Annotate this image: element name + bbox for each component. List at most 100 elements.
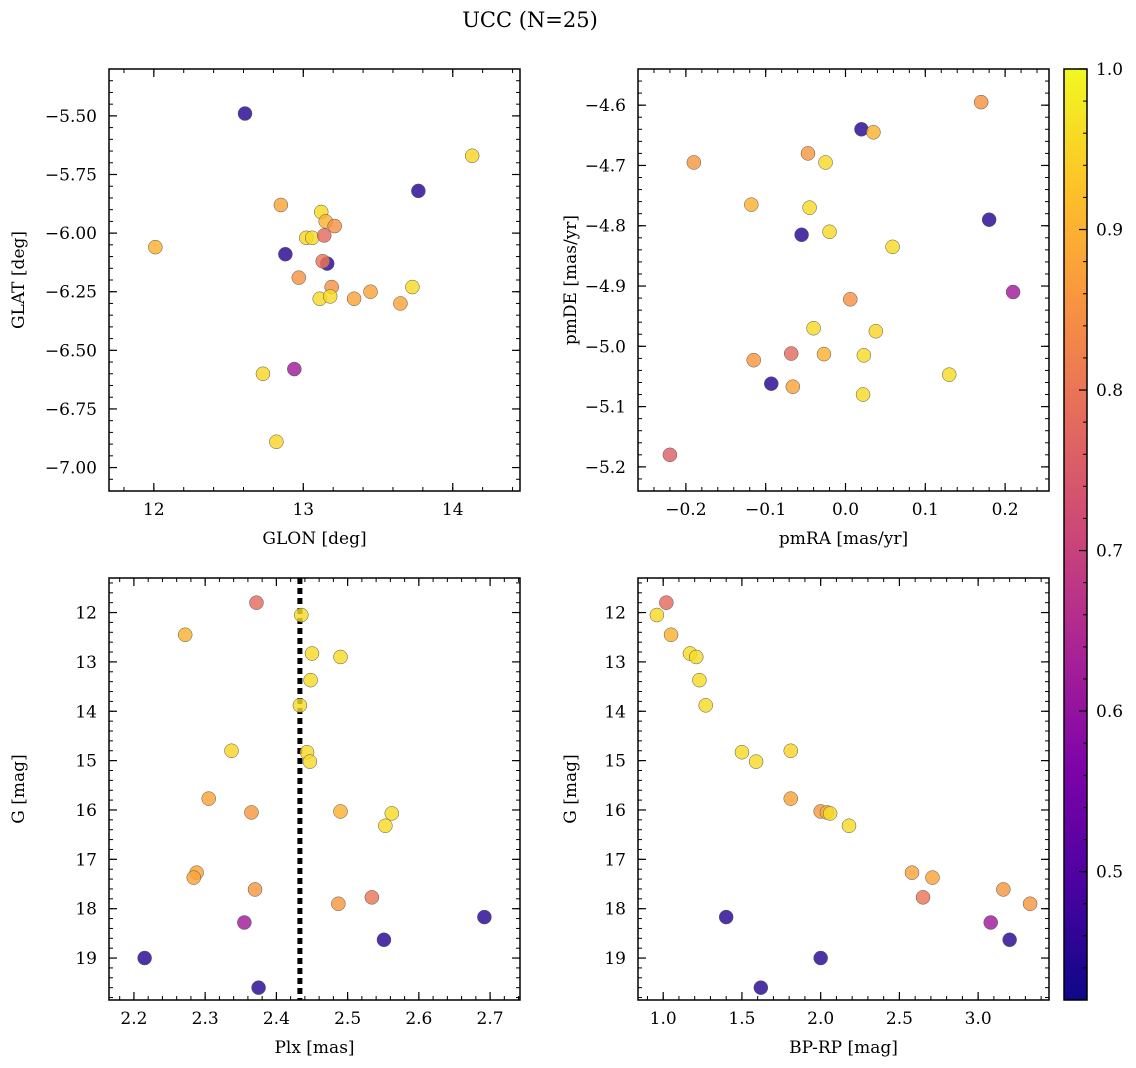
scatter-point xyxy=(802,200,817,215)
scatter-point xyxy=(718,909,734,925)
x-tick-label: 2.4 xyxy=(263,1009,290,1029)
x-tick-label: 2.0 xyxy=(807,1009,834,1029)
scatter-point xyxy=(464,148,480,163)
scatter-point xyxy=(1005,284,1021,300)
axes-frame xyxy=(637,577,1050,1001)
y-tick-label: 14 xyxy=(604,702,626,722)
scatter-point xyxy=(247,882,263,897)
scatter-point xyxy=(813,950,828,966)
scatter-point xyxy=(866,125,881,140)
y-tick-label: −6.25 xyxy=(45,283,97,303)
colorbar-gradient xyxy=(1064,69,1087,1000)
scatter-point xyxy=(303,672,318,688)
y-tick-label: 19 xyxy=(75,949,97,969)
scatter-point xyxy=(753,980,769,995)
scatter-point xyxy=(794,227,809,243)
scatter-point xyxy=(783,743,798,758)
scatter-point xyxy=(327,218,342,234)
x-tick-label: 2.5 xyxy=(886,1009,913,1029)
scatter-panels: 12 13 14 −5.50 −5.75 −6.00 −6.25 −6.50 −6.75 −7.0… xyxy=(9,68,1050,1058)
scatter-point xyxy=(686,155,702,170)
y-tick-label: −5.50 xyxy=(45,107,97,127)
x-tick-label: 1.0 xyxy=(650,1009,677,1029)
scatter-point xyxy=(904,865,920,880)
x-axis-label: Plx [mas] xyxy=(274,1038,354,1058)
axes-frame xyxy=(108,68,521,492)
scatter-point xyxy=(292,698,308,713)
x-axis-label: pmRA [mas/yr] xyxy=(779,529,908,549)
scatter-point xyxy=(384,806,400,821)
colorbar-frame xyxy=(1063,68,1088,1001)
y-tick-label: −5.1 xyxy=(585,398,626,418)
scatter-point xyxy=(692,672,707,688)
scatter-point xyxy=(148,239,163,255)
x-tick-label: 2.6 xyxy=(405,1009,432,1029)
x-tick-label: 2.2 xyxy=(120,1009,147,1029)
scatter-point xyxy=(405,279,420,295)
scatter-point xyxy=(237,106,253,121)
scatter-point xyxy=(287,361,302,377)
y-tick-label: −5.2 xyxy=(585,458,626,478)
panel-plx-g: 2.2 2.3 2.4 2.5 2.6 2.7 12 13 14 15 16 17 18 19 Plx [m… xyxy=(9,577,521,1058)
x-tick-label: 2.7 xyxy=(477,1009,504,1029)
scatter-point xyxy=(659,595,674,610)
scatter-point xyxy=(291,270,307,285)
scatter-point xyxy=(477,909,492,925)
y-tick-label: 18 xyxy=(75,900,97,920)
y-tick-label: −6.00 xyxy=(45,224,97,244)
scatter-point xyxy=(315,253,330,269)
axes-frame xyxy=(108,577,521,1001)
y-axis-label: G [mag] xyxy=(561,754,581,823)
x-tick-label: −0.2 xyxy=(665,500,706,520)
y-tick-label: 19 xyxy=(604,949,626,969)
y-tick-label: 12 xyxy=(75,604,97,624)
scatter-point xyxy=(734,744,750,760)
y-tick-label: −6.50 xyxy=(45,341,97,361)
scatter-point xyxy=(764,376,779,391)
scatter-point xyxy=(854,122,869,137)
scatter-point xyxy=(177,627,193,643)
scatter-point xyxy=(748,754,764,769)
scatter-point xyxy=(806,320,821,336)
scatter-point xyxy=(783,346,799,361)
y-tick-label: 16 xyxy=(604,801,626,821)
scatter-point xyxy=(316,228,332,243)
scatter-point xyxy=(302,754,318,769)
scatter-point xyxy=(363,284,378,299)
scatter-point xyxy=(137,950,152,966)
y-tick-label: −4.7 xyxy=(585,156,626,176)
y-tick-label: 13 xyxy=(75,653,97,673)
colorbar: 0.5 0.6 0.7 0.8 0.9 1.0 xyxy=(1063,60,1123,1001)
scatter-point xyxy=(981,212,997,227)
scatter-point xyxy=(915,890,931,905)
y-tick-label: 17 xyxy=(604,850,626,870)
y-tick-label: 12 xyxy=(604,604,626,624)
x-tick-label: 1.5 xyxy=(728,1009,755,1029)
colorbar-tick-label: 0.7 xyxy=(1096,542,1123,562)
y-tick-label: −4.9 xyxy=(585,277,626,297)
scatter-point xyxy=(783,791,798,806)
panel-glon-glat: 12 13 14 −5.50 −5.75 −6.00 −6.25 −6.50 −6.75 −7.0… xyxy=(9,68,521,549)
scatter-point xyxy=(244,805,259,820)
scatter-point xyxy=(698,698,713,713)
scatter-point xyxy=(973,94,989,110)
scatter-point xyxy=(305,230,320,246)
scatter-point xyxy=(800,146,816,161)
scatter-point xyxy=(855,387,871,402)
figure-title: UCC (N=25) xyxy=(462,8,598,32)
scatter-point xyxy=(273,197,289,213)
y-tick-label: 15 xyxy=(75,752,97,772)
x-tick-label: 0.2 xyxy=(992,500,1019,520)
x-axis-label: GLON [deg] xyxy=(262,529,366,549)
scatter-point xyxy=(822,806,838,821)
scatter-point xyxy=(333,649,348,665)
y-axis-label: G [mag] xyxy=(9,754,29,823)
x-tick-label: 2.3 xyxy=(192,1009,219,1029)
scatter-point xyxy=(841,818,857,834)
scatter-point xyxy=(818,155,833,170)
y-tick-label: 16 xyxy=(75,801,97,821)
scatter-point xyxy=(294,607,309,623)
colorbar-tick-label: 1.0 xyxy=(1096,60,1123,80)
scatter-point xyxy=(983,915,998,930)
